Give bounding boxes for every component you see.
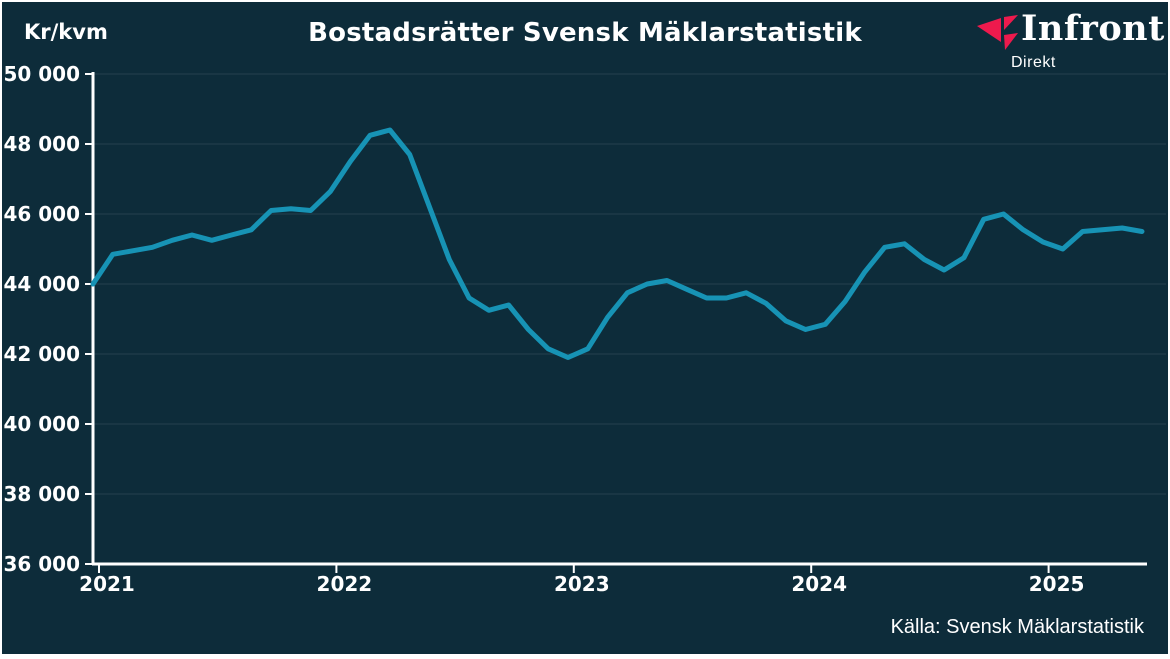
x-tick-label: 2022 [316, 572, 373, 596]
logo-subtitle: Direkt [1011, 54, 1056, 71]
source-caption: Källa: Svensk Mäklarstatistik [890, 616, 1144, 638]
logo-wordmark: Infront [1021, 8, 1165, 49]
y-tick-label: 48 000 [3, 132, 80, 156]
y-tick-label: 44 000 [3, 272, 80, 296]
y-tick-label: 38 000 [3, 482, 80, 506]
infront-logo: Infront Direkt [977, 8, 1164, 74]
infront-logo-icon [977, 15, 1018, 50]
y-tick-label: 36 000 [3, 552, 80, 576]
x-tick-label: 2021 [79, 572, 135, 596]
x-tick-label: 2023 [553, 572, 610, 596]
y-tick-label: 50 000 [3, 62, 80, 86]
x-tick-label: 2025 [1028, 572, 1085, 596]
y-tick-label: 42 000 [3, 342, 80, 366]
y-tick-label: 46 000 [3, 202, 80, 226]
chart-title: Bostadsrätter Svensk Mäklarstatistik [308, 18, 862, 48]
y-tick-label: 40 000 [3, 412, 80, 436]
x-tick-label: 2024 [791, 572, 848, 596]
price-line [90, 127, 1145, 360]
y-axis-unit-label: Kr/kvm [24, 20, 108, 44]
